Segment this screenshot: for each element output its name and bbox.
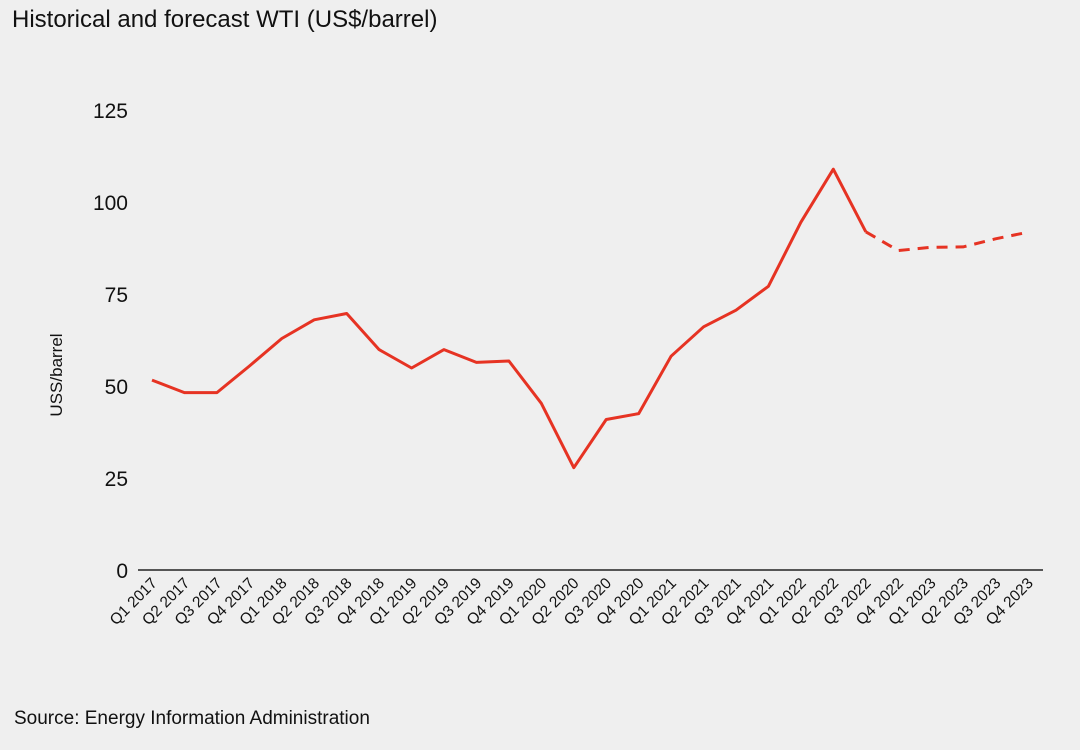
forecast-series-line (865, 230, 1029, 253)
y-tick-label: 75 (105, 284, 128, 307)
y-tick-label: 125 (93, 100, 128, 123)
y-tick-label: 100 (93, 192, 128, 215)
y-tick-label: 25 (105, 468, 128, 491)
y-tick-label: 50 (105, 376, 128, 399)
historical-series-line (151, 167, 868, 470)
chart-title: Historical and forecast WTI (US$/barrel) (12, 6, 438, 33)
y-tick-label: 0 (116, 560, 128, 583)
source-note: Source: Energy Information Administratio… (14, 708, 370, 729)
y-axis-ticks: 0 25 50 75 100 125 (93, 100, 128, 583)
series-lines (151, 167, 1029, 470)
y-axis-label: USS/barrel (47, 333, 66, 416)
